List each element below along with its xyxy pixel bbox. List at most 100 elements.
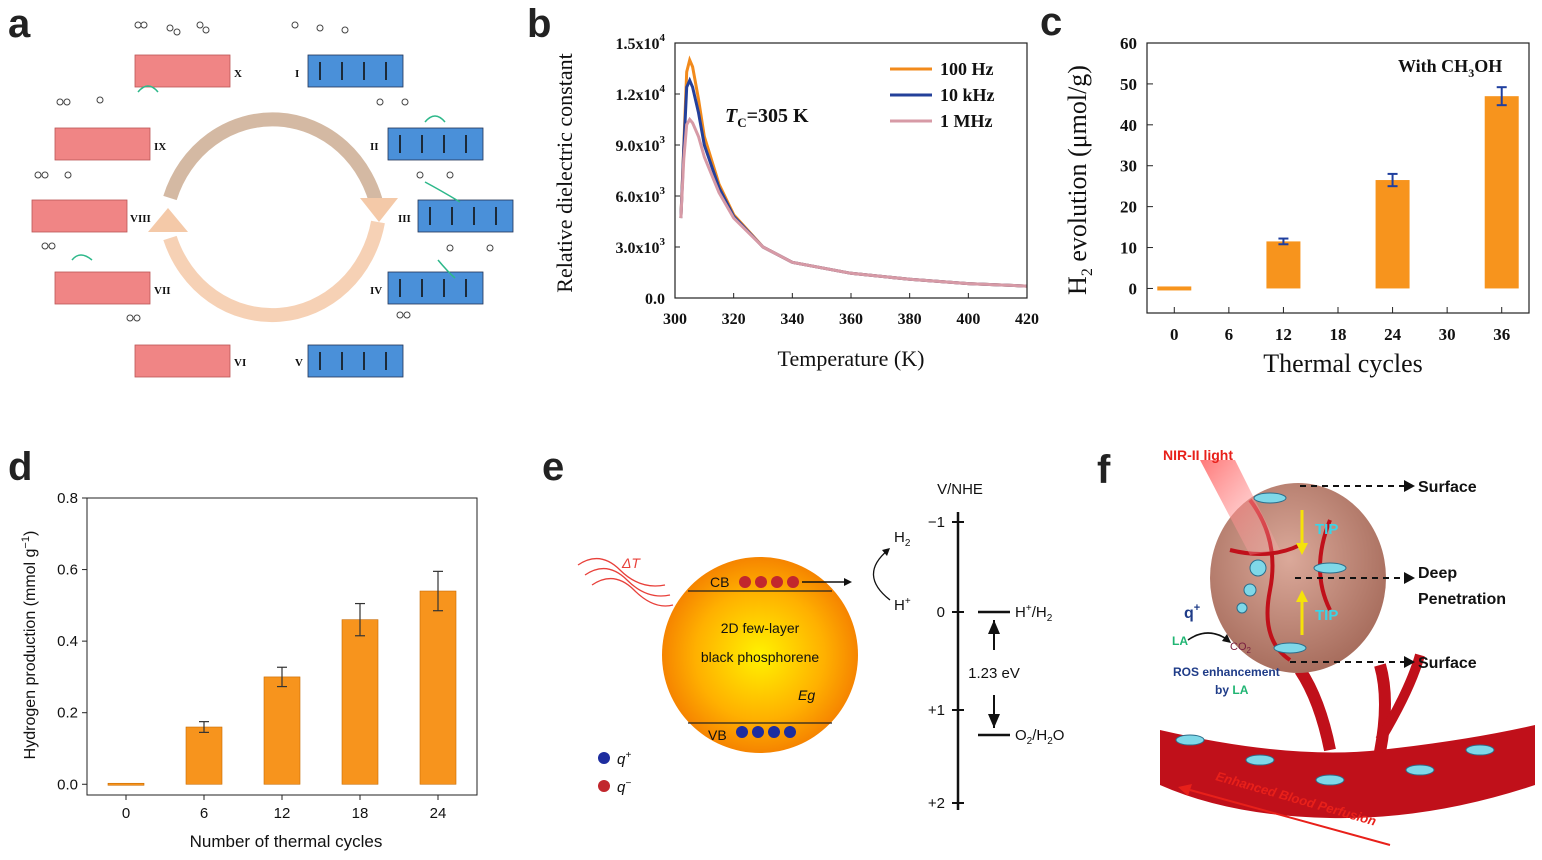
- y-tick-label: 60: [1120, 34, 1137, 53]
- ros-label-2: by LA: [1215, 683, 1249, 697]
- state-block-ix: [54, 127, 151, 161]
- x-tick-label: 300: [663, 311, 687, 328]
- y-tick-label: 10: [1120, 239, 1137, 258]
- state-label-iii: III: [398, 213, 411, 225]
- x-tick-label: 420: [1015, 311, 1039, 328]
- la-label: LA: [1172, 634, 1188, 648]
- nir-label: NIR-II light: [1163, 447, 1233, 463]
- h2-product: H2: [894, 529, 911, 549]
- bar-12: [1266, 241, 1301, 289]
- bar-24: [1375, 180, 1410, 289]
- panel-label-c: c: [1040, 0, 1063, 44]
- x-tick-label: 12: [1275, 325, 1292, 344]
- transfer-arrows: [71, 85, 461, 279]
- x-tick-label: 6: [1225, 325, 1234, 344]
- bar-24: [419, 590, 457, 785]
- state-block-iii: [417, 199, 514, 233]
- panel-label-b: b: [527, 2, 552, 46]
- y-tick-label: 0.0: [57, 776, 78, 793]
- chart-b-ylabel: Relative dielectric constant: [552, 53, 577, 292]
- y-tick-label: 0.0: [645, 291, 665, 308]
- series-line-2: [679, 116, 1028, 288]
- hplus-reactant: H+: [894, 596, 911, 614]
- tip-label-1: TIP: [1315, 521, 1338, 538]
- x-tick-label: 0: [1170, 325, 1179, 344]
- bar-0: [1157, 286, 1192, 291]
- panel-f-illustration: NIR-II light Surface Deep Penetration Su…: [1160, 447, 1535, 846]
- label-surface-top: Surface: [1418, 479, 1477, 496]
- material-label-2: black phosphorene: [701, 649, 820, 665]
- bar-12: [263, 676, 301, 785]
- y-tick-label: 1.5x104: [616, 32, 666, 53]
- state-label-vi: VI: [234, 357, 246, 369]
- state-block-ii: [387, 127, 484, 161]
- polarization-arrows: [319, 62, 497, 370]
- x-tick-label: 24: [1384, 325, 1402, 344]
- panel-label-d: d: [8, 445, 33, 489]
- chart-b: 300 320 340 360 380 400 420 0.0 3.0x103 6.0x103 9.…: [552, 32, 1039, 371]
- y-tick-label: 40: [1120, 116, 1137, 135]
- x-tick-label: 320: [722, 311, 746, 328]
- y-tick-label: 30: [1120, 157, 1137, 176]
- state-block-i: [307, 54, 404, 88]
- x-tick-label: 360: [839, 311, 863, 328]
- x-tick-label: 380: [898, 311, 922, 328]
- state-block-vii: [54, 271, 151, 305]
- chart-b-annotation: TC=305 K: [725, 105, 809, 130]
- panel-label-e: e: [542, 445, 565, 489]
- state-block-v: [307, 344, 404, 378]
- legend-q-plus: q+: [617, 750, 631, 768]
- y-tick-label: 0.6: [57, 562, 78, 579]
- x-tick-label: 18: [352, 805, 369, 822]
- x-tick-label: 18: [1330, 325, 1347, 344]
- y-tick-label: 3.0x103: [616, 236, 666, 257]
- label-deep: Deep: [1418, 565, 1457, 582]
- ros-label-1: ROS enhancement: [1173, 665, 1280, 679]
- nir-beam: [1200, 460, 1280, 555]
- y-tick-label: 50: [1120, 75, 1137, 94]
- bar-6: [185, 726, 223, 785]
- chart-b-xlabel: Temperature (K): [778, 346, 925, 371]
- y-tick-label: 0.4: [57, 633, 78, 650]
- chart-b-frame: [674, 42, 1028, 299]
- phosphorene-sphere: [662, 557, 858, 753]
- delta-t-label: ΔT: [621, 555, 641, 571]
- heat-wave-icon: [577, 558, 674, 607]
- state-label-ii: II: [370, 141, 379, 153]
- state-block-x: [134, 54, 231, 88]
- state-label-x: X: [234, 68, 242, 80]
- x-tick-label: 6: [200, 805, 208, 822]
- co2-label: CO2: [1230, 641, 1252, 655]
- state-block-vi: [134, 344, 231, 378]
- state-block-viii: [31, 199, 128, 233]
- chart-c-ylabel: H2 evolution (μmol/g): [1063, 65, 1096, 295]
- y-tick-label: 6.0x103: [616, 185, 666, 206]
- chart-c: 0 6 12 18 24 30 36 0 10 20 30 40 50 60 Thermal cycles…: [1063, 34, 1530, 378]
- eg-label: Eg: [798, 687, 815, 703]
- x-tick-label: 340: [780, 311, 804, 328]
- legend-label-0: 100 Hz: [940, 59, 994, 79]
- state-label-i: I: [295, 68, 299, 80]
- panel-label-a: a: [8, 2, 31, 46]
- reduction-curve-arrow: [872, 549, 891, 601]
- x-tick-label: 12: [274, 805, 291, 822]
- chart-c-annotation: With CH3OH: [1398, 56, 1502, 80]
- state-block-iv: [387, 271, 484, 305]
- panel-e-band-diagram: ΔT CB VB 2D few-layer black phosphorene …: [577, 481, 1064, 812]
- band-gap-value: 1.23 eV: [968, 665, 1020, 682]
- tip-label-2: TIP: [1315, 607, 1338, 624]
- potential-tick-pos1: +1: [928, 702, 945, 719]
- x-tick-label: 400: [956, 311, 980, 328]
- bar-0: [107, 782, 145, 786]
- vb-label: VB: [708, 727, 727, 743]
- cb-electrons: [739, 576, 799, 588]
- potential-tick-neg1: −1: [928, 514, 945, 531]
- o-level-label: O2/H2O: [1015, 727, 1064, 747]
- legend-label-2: 1 MHz: [940, 111, 992, 131]
- cb-label: CB: [710, 574, 729, 590]
- cycle-ring: [148, 112, 398, 323]
- bar-36: [1484, 96, 1519, 289]
- svg-text:TC=305 K: TC=305 K: [725, 105, 809, 130]
- state-label-vii: VII: [154, 285, 171, 297]
- nanoparticle-icons: [1175, 492, 1495, 786]
